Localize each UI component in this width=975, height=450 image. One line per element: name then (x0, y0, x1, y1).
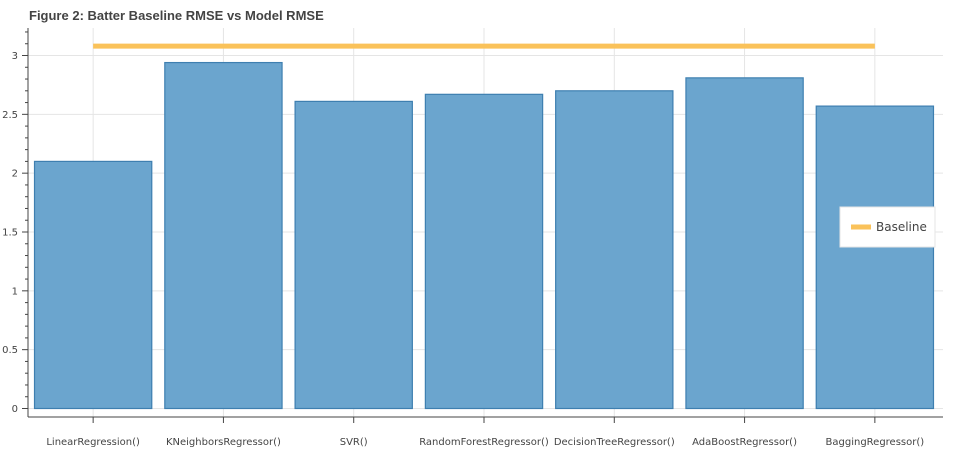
axes: 0 0.5 1 1.5 2 2.5 3 LinearRegression() KNeighbor… (2, 28, 943, 448)
y-tick-label: 0 (12, 404, 18, 415)
x-tick-label: BaggingRegressor() (826, 437, 925, 448)
y-tick-label: 2.5 (2, 110, 18, 121)
bar[interactable] (815, 105, 935, 410)
bar[interactable] (33, 160, 153, 410)
y-tick-label: 0.5 (2, 345, 18, 356)
bar[interactable] (164, 61, 283, 410)
x-tick-label: SVR() (340, 437, 368, 448)
legend-label-baseline: Baseline (876, 220, 927, 234)
x-tick-label: DecisionTreeRegressor() (554, 437, 675, 448)
bar[interactable] (294, 100, 413, 410)
x-tick-label: AdaBoostRegressor() (692, 437, 797, 448)
bar[interactable] (424, 93, 544, 410)
bar[interactable] (685, 77, 804, 410)
x-tick-label: RandomForestRegressor() (419, 437, 549, 448)
y-tick-label: 3 (12, 51, 18, 62)
x-tick-label: LinearRegression() (46, 437, 140, 448)
y-tick-label: 1 (12, 286, 18, 297)
bar[interactable] (555, 90, 674, 410)
legend[interactable]: Baseline (839, 206, 936, 248)
chart-title: Figure 2: Batter Baseline RMSE vs Model … (29, 8, 324, 23)
bars-group (33, 61, 935, 410)
y-tick-label: 1.5 (2, 228, 18, 239)
x-tick-label: KNeighborsRegressor() (166, 437, 281, 448)
y-tick-label: 2 (12, 169, 18, 180)
